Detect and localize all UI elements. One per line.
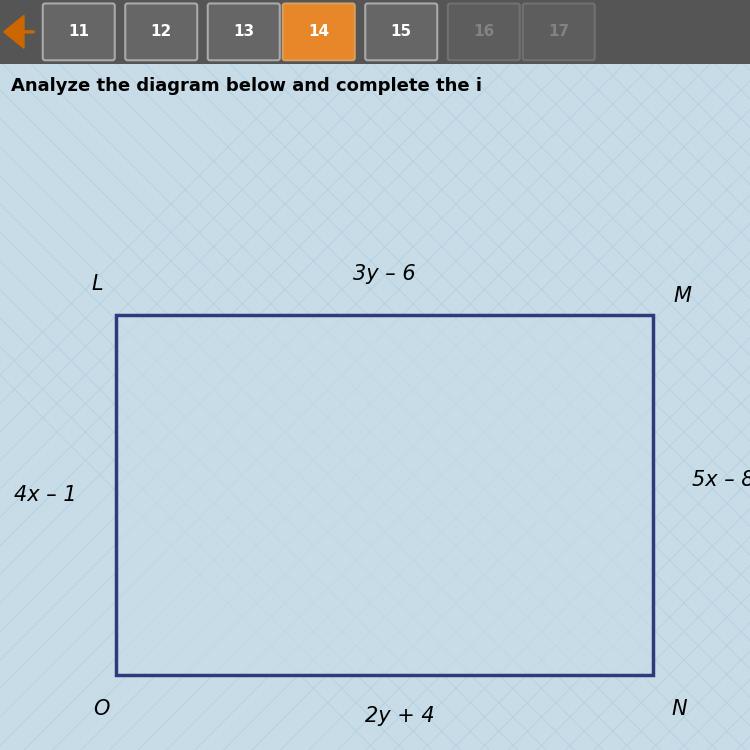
- Text: Analyze the diagram below and complete the i: Analyze the diagram below and complete t…: [11, 77, 482, 95]
- Text: 15: 15: [391, 24, 412, 39]
- FancyBboxPatch shape: [448, 4, 520, 60]
- Text: 4x – 1: 4x – 1: [13, 485, 76, 505]
- Text: 2y + 4: 2y + 4: [364, 706, 434, 726]
- FancyBboxPatch shape: [365, 4, 437, 60]
- Bar: [116, 315, 652, 675]
- FancyBboxPatch shape: [523, 4, 595, 60]
- Text: O: O: [93, 699, 110, 718]
- FancyBboxPatch shape: [125, 4, 197, 60]
- FancyBboxPatch shape: [208, 4, 280, 60]
- Bar: [116, 315, 652, 675]
- Text: 5x – 8: 5x – 8: [692, 470, 750, 490]
- Bar: [0, 0, 750, 64]
- FancyBboxPatch shape: [43, 4, 115, 60]
- Text: N: N: [671, 699, 686, 718]
- Text: L: L: [92, 274, 104, 293]
- Polygon shape: [4, 16, 24, 48]
- Text: 12: 12: [151, 24, 172, 39]
- Text: 16: 16: [473, 24, 494, 39]
- Text: 17: 17: [548, 24, 569, 39]
- Text: M: M: [674, 286, 692, 306]
- Text: 14: 14: [308, 24, 329, 39]
- Text: 13: 13: [233, 24, 254, 39]
- Text: 3y – 6: 3y – 6: [353, 264, 416, 284]
- Text: 11: 11: [68, 24, 89, 39]
- FancyBboxPatch shape: [283, 4, 355, 60]
